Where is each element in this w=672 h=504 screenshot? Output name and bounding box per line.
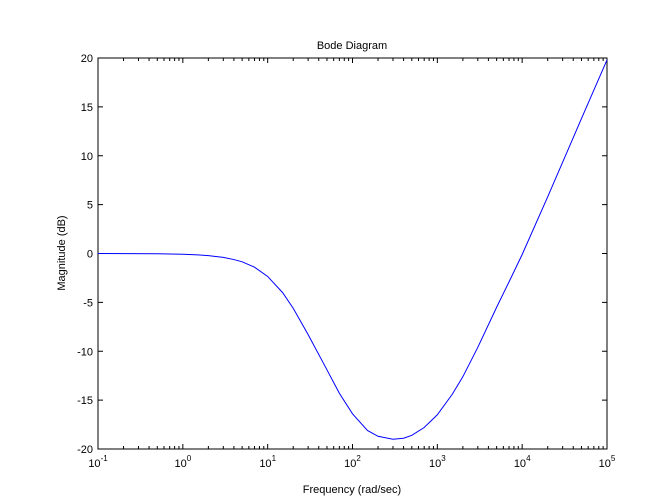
x-axis-label: Frequency (rad/sec) — [303, 484, 401, 496]
x-tick-label: 103 — [429, 454, 446, 470]
x-tick-exponent: 1 — [272, 454, 277, 463]
x-tick-base: 10 — [514, 458, 526, 470]
x-tick-label: 102 — [344, 454, 361, 470]
y-tick-label: 0 — [87, 249, 93, 261]
y-tick-label: -10 — [77, 346, 93, 358]
y-tick-label: 10 — [81, 151, 93, 163]
x-tick-base: 10 — [259, 458, 271, 470]
y-tick-label: 5 — [87, 200, 93, 212]
y-tick-label: -15 — [77, 395, 93, 407]
x-tick-label: 101 — [259, 454, 276, 470]
x-tick-base: 10 — [88, 458, 100, 470]
x-tick-exponent: 3 — [441, 454, 446, 463]
magnitude-line — [97, 59, 608, 440]
y-tick-label: 20 — [81, 53, 93, 65]
y-tick-labels: -20 -15 -10 -5 0 5 10 15 20 — [77, 53, 93, 456]
x-tick-exponent: 0 — [187, 454, 192, 463]
axis-ticks — [97, 57, 608, 450]
x-tick-labels: 10-1 100 101 102 103 104 105 — [88, 454, 616, 470]
y-tick-label: -5 — [83, 297, 93, 309]
x-tick-label: 105 — [599, 454, 616, 470]
y-tick-label: -20 — [77, 444, 93, 456]
x-tick-base: 10 — [599, 458, 611, 470]
x-tick-base: 10 — [429, 458, 441, 470]
y-axis-label: Magnitude (dB) — [56, 215, 68, 290]
x-tick-label: 100 — [174, 454, 191, 470]
x-tick-label: 10-1 — [88, 454, 108, 470]
x-tick-exponent: 4 — [526, 454, 531, 463]
plot-area — [97, 57, 608, 450]
chart-title: Bode Diagram — [317, 40, 387, 52]
x-tick-label: 104 — [514, 454, 531, 470]
x-tick-base: 10 — [174, 458, 186, 470]
x-tick-exponent: -1 — [101, 454, 109, 463]
y-tick-label: 15 — [81, 102, 93, 114]
x-tick-exponent: 5 — [611, 454, 616, 463]
x-tick-exponent: 2 — [356, 454, 361, 463]
x-tick-base: 10 — [344, 458, 356, 470]
